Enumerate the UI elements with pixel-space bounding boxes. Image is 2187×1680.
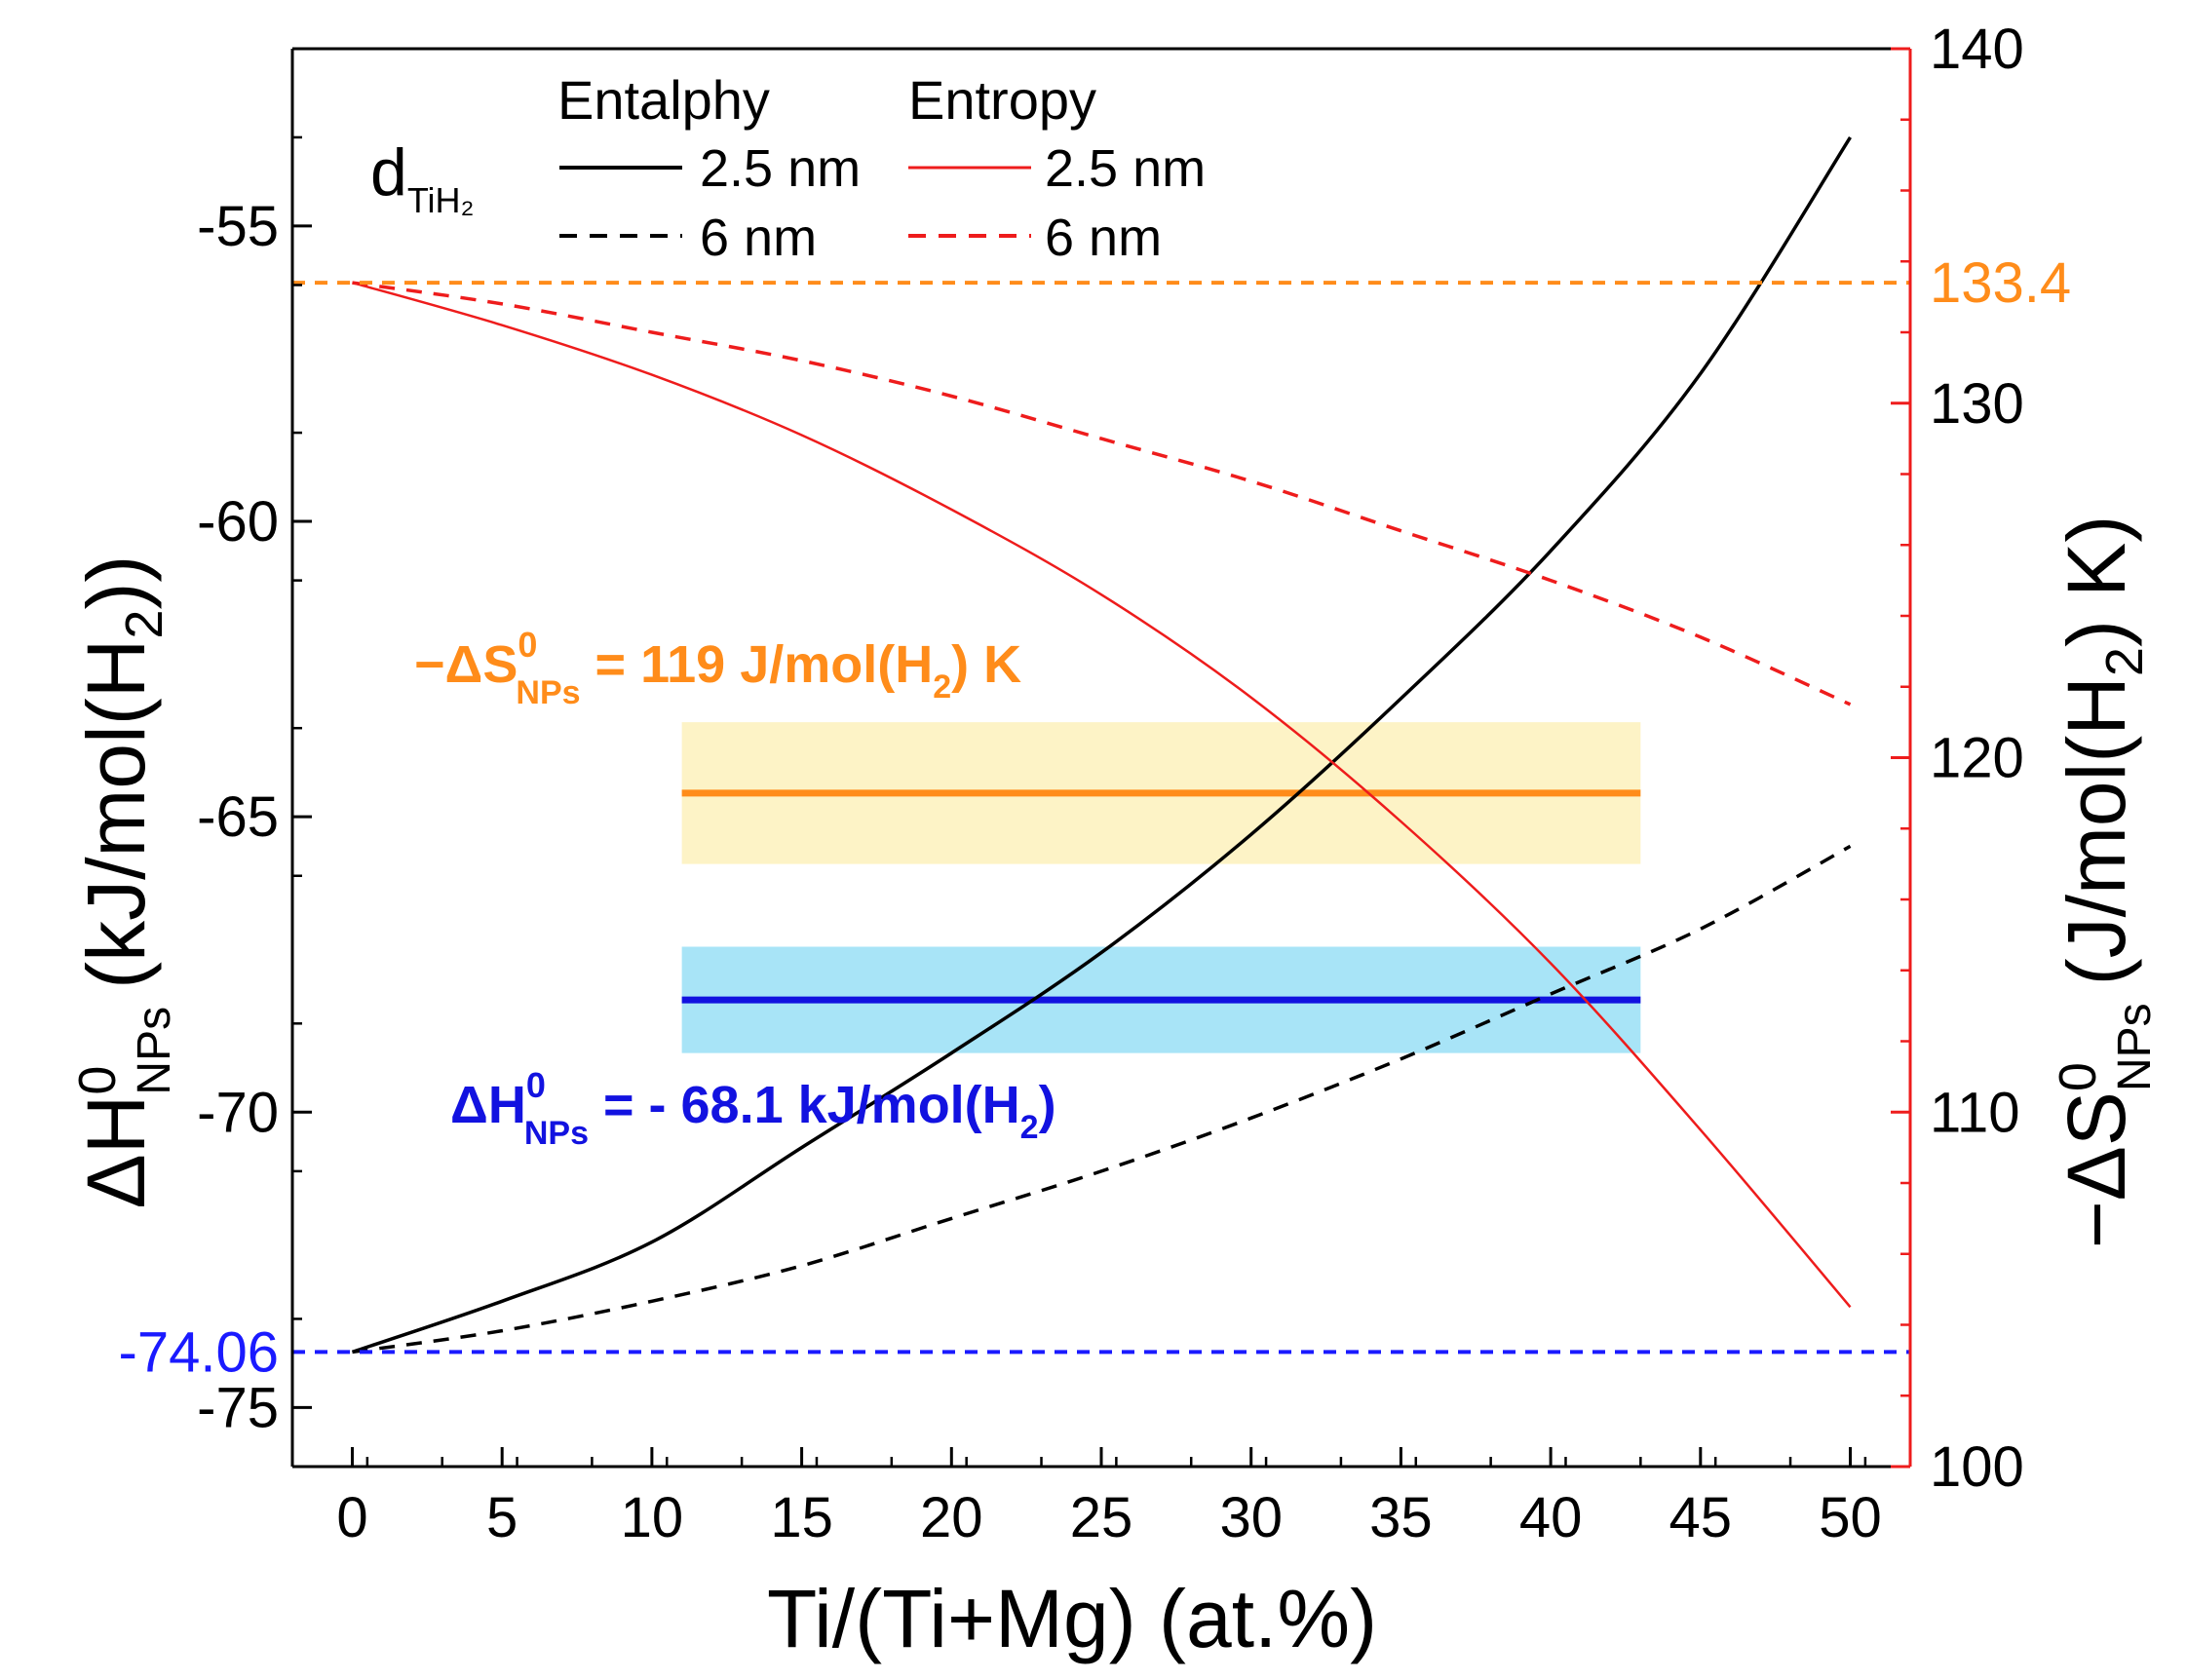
- ticks-layer: 0 5 10 15 20 25 30 35 40 45 50 -55 -60 -65 -70 -75 100 11…: [197, 18, 2024, 1549]
- y-left-axis-title: ΔH0NPs(kJ/mol(H2)): [68, 555, 180, 1209]
- x-tick-label: 25: [1070, 1486, 1133, 1549]
- legend-enthalpy-6-label: 6 nm: [700, 209, 817, 267]
- series-layer: [351, 135, 1852, 1355]
- x-tick-label: 20: [920, 1486, 983, 1549]
- x-tick-label: 10: [621, 1486, 684, 1549]
- x-tick-label: 45: [1669, 1486, 1733, 1549]
- y-left-tick-label: -65: [197, 785, 279, 849]
- legend-entropy-25-label: 2.5 nm: [1045, 139, 1206, 198]
- x-tick-label: 40: [1519, 1486, 1583, 1549]
- y-right-tick-label: 140: [1930, 18, 2024, 81]
- y-left-tick-label: -75: [197, 1376, 279, 1439]
- bands-layer: [681, 722, 1641, 1053]
- y-right-tick-label: 110: [1930, 1081, 2019, 1144]
- y-left-tick-label: -70: [197, 1081, 279, 1144]
- x-axis-title: Ti/(Ti+Mg) (at.%): [767, 1573, 1377, 1664]
- x-tick-label: 50: [1819, 1486, 1882, 1549]
- series-entropy-6-nm: [352, 281, 1852, 706]
- x-tick-label: 35: [1369, 1486, 1433, 1549]
- x-tick-label: 5: [486, 1486, 518, 1549]
- x-tick-label: 30: [1219, 1486, 1283, 1549]
- y-left-tick-label: -55: [197, 195, 279, 258]
- y-right-axis-title: −ΔS0NPs(J/mol(H2) K): [2049, 515, 2161, 1249]
- legend-enthalpy-25-label: 2.5 nm: [700, 139, 861, 198]
- legend-group-label: dTiH₂: [370, 135, 474, 220]
- series-enthalpy-6-nm: [352, 844, 1852, 1355]
- series-enthalpy-2-5-nm: [351, 135, 1852, 1355]
- x-tick-label: 0: [336, 1486, 367, 1549]
- legend-enthalpy-header: Entalphy: [557, 69, 770, 131]
- y-right-tick-label: 130: [1930, 372, 2024, 436]
- legend: dTiH₂ Entalphy Entropy 2.5 nm 6 nm 2.5 n…: [370, 69, 1206, 267]
- legend-entropy-6-label: 6 nm: [1045, 209, 1162, 267]
- y-left-tick-label: -60: [197, 490, 279, 554]
- x-tick-label: 15: [770, 1486, 833, 1549]
- entropy-annotation: −ΔS0 NPs = 119 J/mol(H2) K: [414, 625, 1021, 711]
- legend-entropy-header: Entropy: [908, 69, 1096, 131]
- s0-bulk-label: 133.4: [1930, 251, 2071, 315]
- y-right-tick-label: 100: [1930, 1435, 2024, 1499]
- series-entropy-2-5-nm: [352, 281, 1852, 1309]
- y-right-tick-label: 120: [1930, 727, 2024, 790]
- h0-bulk-label: -74.06: [119, 1320, 279, 1384]
- enthalpy-annotation: ΔH0 NPs = - 68.1 kJ/mol(H2): [450, 1065, 1056, 1152]
- reference-lines-layer: -74.06 133.4: [119, 251, 2072, 1384]
